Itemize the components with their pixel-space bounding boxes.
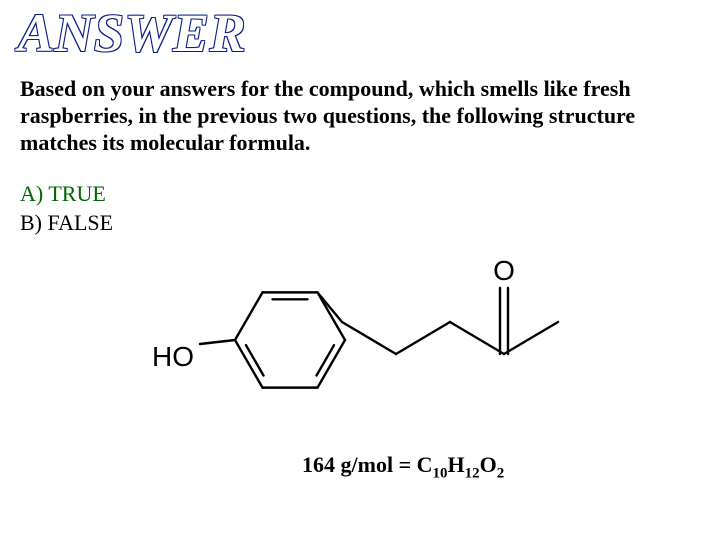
o-sym: O xyxy=(480,452,497,477)
molecule-diagram: HO O xyxy=(120,222,600,442)
o-sub: 2 xyxy=(497,465,505,481)
question-text: Based on your answers for the compound, … xyxy=(20,76,680,156)
choice-a: A) TRUE xyxy=(20,180,113,209)
heading-fill: ANSWER xyxy=(18,2,246,64)
choice-b: B) FALSE xyxy=(20,209,113,238)
c-sub: 10 xyxy=(433,465,448,481)
choice-b-text: FALSE xyxy=(48,210,114,235)
h-sub: 12 xyxy=(465,465,480,481)
svg-text:HO: HO xyxy=(152,341,194,372)
choice-b-letter: B) xyxy=(20,210,42,235)
answer-choices: A) TRUE B) FALSE xyxy=(20,180,113,237)
formula-equals: = C xyxy=(393,452,432,477)
choice-a-text: TRUE xyxy=(48,181,105,206)
molecular-formula: 164 g/mol = C10H12O2 xyxy=(302,452,504,482)
answer-heading: ANSWER ANSWER xyxy=(18,2,246,64)
molecule-svg: HO O xyxy=(120,222,600,442)
svg-text:O: O xyxy=(493,255,515,286)
h-sym: H xyxy=(448,452,465,477)
choice-a-letter: A) xyxy=(20,181,43,206)
mass-value: 164 g/mol xyxy=(302,452,393,477)
